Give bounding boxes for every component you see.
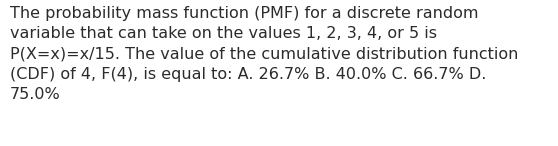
Text: The probability mass function (PMF) for a discrete random
variable that can take: The probability mass function (PMF) for … xyxy=(10,6,518,102)
